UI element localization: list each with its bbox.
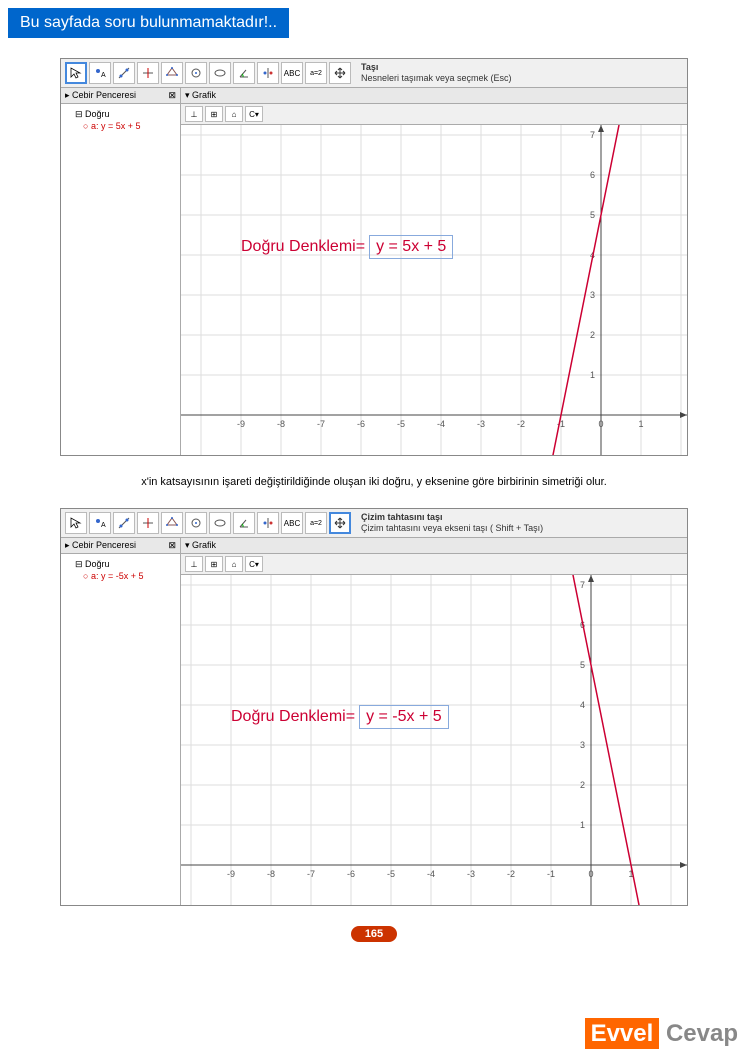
svg-text:-7: -7 — [307, 869, 315, 879]
svg-text:3: 3 — [580, 740, 585, 750]
capture-btn[interactable]: C▾ — [245, 106, 263, 122]
svg-text:A: A — [101, 72, 106, 79]
reflect-tool[interactable] — [257, 62, 279, 84]
svg-text:2: 2 — [580, 780, 585, 790]
page-number: 165 — [351, 926, 397, 942]
svg-text:1: 1 — [580, 820, 585, 830]
algebra-equation[interactable]: ○ a: y = 5x + 5 — [65, 121, 176, 131]
polygon-tool[interactable] — [161, 512, 183, 534]
tool-title: Taşı — [361, 62, 512, 73]
svg-text:-6: -6 — [347, 869, 355, 879]
capture-btn[interactable]: C▾ — [245, 556, 263, 572]
graphics-panel: ▾ Grafik ⊥ ⊞ ⌂ C▾ -9-8-7-6-5-4-3-2-10112… — [181, 88, 687, 455]
angle-tool[interactable] — [233, 512, 255, 534]
svg-text:-8: -8 — [277, 419, 285, 429]
grid-btn[interactable]: ⊞ — [205, 106, 223, 122]
slider-tool[interactable]: a=2 — [305, 62, 327, 84]
equation-display-2: Doğru Denklemi=y = -5x + 5 — [231, 705, 449, 729]
svg-text:A: A — [101, 522, 106, 529]
graph-area-2[interactable]: -9-8-7-6-5-4-3-2-1011234567 Doğru Denkle… — [181, 575, 687, 905]
line-tool[interactable] — [113, 62, 135, 84]
svg-text:-4: -4 — [427, 869, 435, 879]
svg-text:-8: -8 — [267, 869, 275, 879]
slider-tool[interactable]: a=2 — [305, 512, 327, 534]
text-tool[interactable]: ABC — [281, 62, 303, 84]
algebra-header[interactable]: ▸ Cebir Penceresi ⊠ — [61, 538, 180, 554]
svg-text:-2: -2 — [517, 419, 525, 429]
polygon-tool[interactable] — [161, 62, 183, 84]
geogebra-window-2: A ABC a=2 Çizim tahtasını taşı Çizim tah… — [60, 508, 688, 906]
ellipse-tool[interactable] — [209, 512, 231, 534]
home-btn[interactable]: ⌂ — [225, 556, 243, 572]
move-tool[interactable] — [65, 62, 87, 84]
graphics-panel: ▾ Grafik ⊥ ⊞ ⌂ C▾ -9-8-7-6-5-4-3-2-10112… — [181, 538, 687, 905]
move-view-tool[interactable] — [329, 62, 351, 84]
footer-logo: Evvel Cevap — [585, 1020, 738, 1048]
home-btn[interactable]: ⌂ — [225, 106, 243, 122]
circle-tool[interactable] — [185, 62, 207, 84]
svg-text:5: 5 — [590, 210, 595, 220]
svg-text:3: 3 — [590, 290, 595, 300]
line-tool[interactable] — [113, 512, 135, 534]
svg-text:5: 5 — [580, 660, 585, 670]
move-tool[interactable] — [65, 512, 87, 534]
tool-title: Çizim tahtasını taşı — [361, 512, 543, 523]
grid-btn[interactable]: ⊞ — [205, 556, 223, 572]
page-banner: Bu sayfada soru bulunmamaktadır!.. — [8, 8, 289, 38]
svg-text:0: 0 — [598, 419, 603, 429]
angle-tool[interactable] — [233, 62, 255, 84]
svg-text:7: 7 — [590, 130, 595, 140]
perpendicular-tool[interactable] — [137, 512, 159, 534]
algebra-folder[interactable]: ⊟ Doğru — [65, 558, 176, 571]
reflect-tool[interactable] — [257, 512, 279, 534]
graph-area-1[interactable]: -9-8-7-6-5-4-3-2-1011234567 Doğru Denkle… — [181, 125, 687, 455]
svg-text:-4: -4 — [437, 419, 445, 429]
axes-btn[interactable]: ⊥ — [185, 106, 203, 122]
svg-text:-3: -3 — [467, 869, 475, 879]
svg-text:-9: -9 — [227, 869, 235, 879]
svg-text:4: 4 — [580, 700, 585, 710]
geogebra-window-1: A ABC a=2 Taşı Nesneleri taşımak veya se… — [60, 58, 688, 456]
algebra-header[interactable]: ▸ Cebir Penceresi ⊠ — [61, 88, 180, 104]
tool-description: Taşı Nesneleri taşımak veya seçmek (Esc) — [361, 62, 512, 84]
graphics-toolbar: ⊥ ⊞ ⌂ C▾ — [181, 104, 687, 125]
svg-text:-5: -5 — [397, 419, 405, 429]
svg-text:-9: -9 — [237, 419, 245, 429]
svg-text:6: 6 — [590, 170, 595, 180]
tool-description: Çizim tahtasını taşı Çizim tahtasını vey… — [361, 512, 543, 534]
point-tool[interactable]: A — [89, 62, 111, 84]
toolbar-2: A ABC a=2 Çizim tahtasını taşı Çizim tah… — [61, 509, 687, 538]
svg-text:-3: -3 — [477, 419, 485, 429]
caption-text: x'in katsayısının işareti değiştirildiği… — [60, 476, 688, 488]
svg-text:1: 1 — [590, 370, 595, 380]
algebra-panel: ▸ Cebir Penceresi ⊠ ⊟ Doğru ○ a: y = 5x … — [61, 88, 181, 455]
algebra-panel: ▸ Cebir Penceresi ⊠ ⊟ Doğru ○ a: y = -5x… — [61, 538, 181, 905]
svg-text:-7: -7 — [317, 419, 325, 429]
equation-display-1: Doğru Denklemi=y = 5x + 5 — [241, 235, 453, 259]
move-view-tool[interactable] — [329, 512, 351, 534]
svg-text:-6: -6 — [357, 419, 365, 429]
algebra-folder[interactable]: ⊟ Doğru — [65, 108, 176, 121]
tool-desc: Çizim tahtasını veya ekseni taşı ( Shift… — [361, 523, 543, 534]
svg-text:7: 7 — [580, 580, 585, 590]
axes-btn[interactable]: ⊥ — [185, 556, 203, 572]
svg-text:2: 2 — [590, 330, 595, 340]
perpendicular-tool[interactable] — [137, 62, 159, 84]
toolbar-1: A ABC a=2 Taşı Nesneleri taşımak veya se… — [61, 59, 687, 88]
circle-tool[interactable] — [185, 512, 207, 534]
text-tool[interactable]: ABC — [281, 512, 303, 534]
algebra-equation[interactable]: ○ a: y = -5x + 5 — [65, 571, 176, 581]
svg-text:-1: -1 — [547, 869, 555, 879]
svg-text:0: 0 — [588, 869, 593, 879]
ellipse-tool[interactable] — [209, 62, 231, 84]
graphics-toolbar: ⊥ ⊞ ⌂ C▾ — [181, 554, 687, 575]
svg-text:-5: -5 — [387, 869, 395, 879]
tool-desc: Nesneleri taşımak veya seçmek (Esc) — [361, 73, 512, 84]
graphics-header[interactable]: ▾ Grafik — [181, 88, 687, 104]
svg-text:-2: -2 — [507, 869, 515, 879]
graphics-header[interactable]: ▾ Grafik — [181, 538, 687, 554]
point-tool[interactable]: A — [89, 512, 111, 534]
svg-text:1: 1 — [638, 419, 643, 429]
